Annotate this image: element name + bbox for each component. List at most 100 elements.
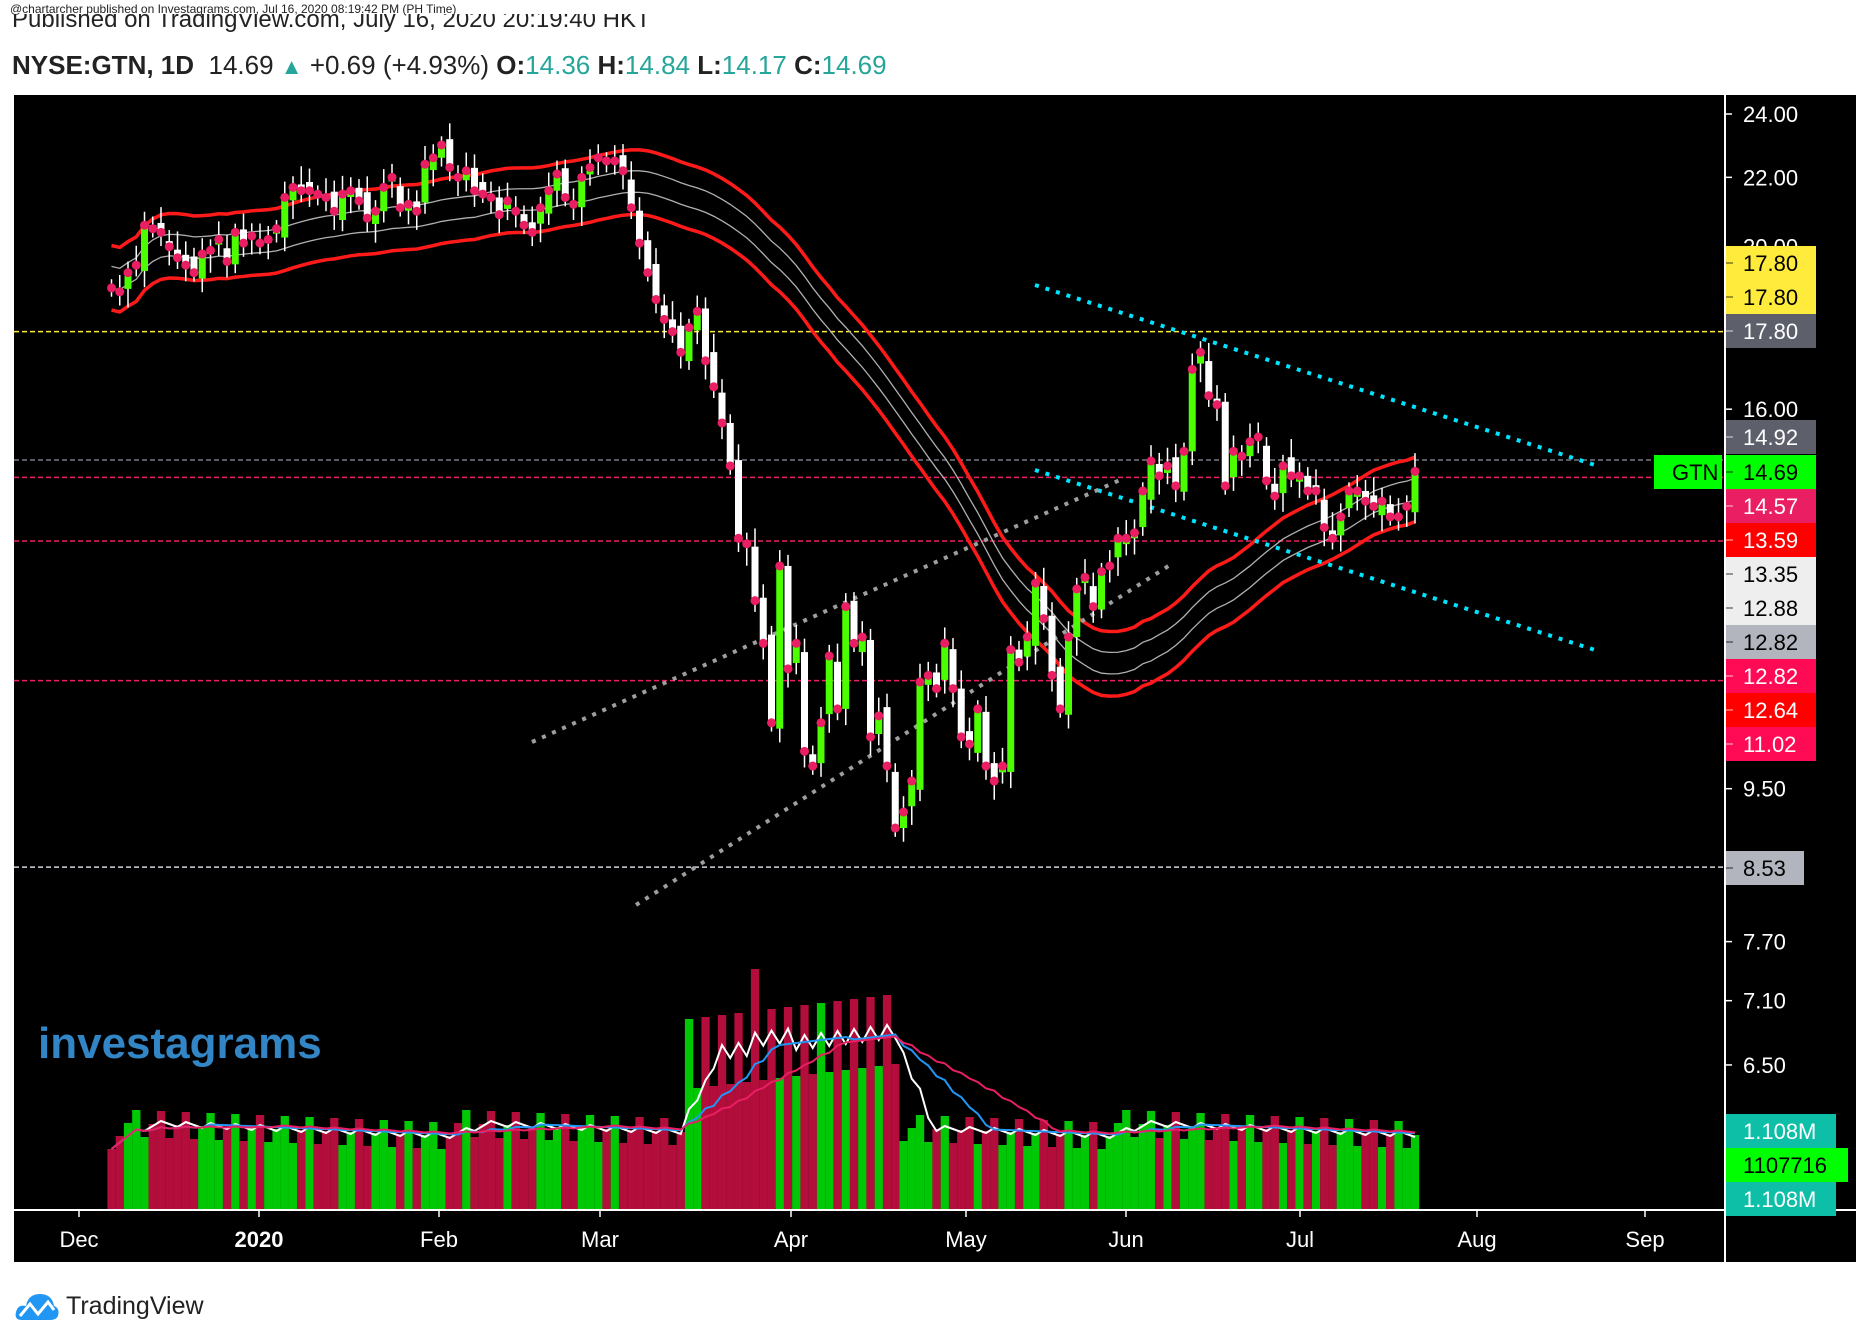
volume-bar[interactable]	[998, 1145, 1007, 1209]
price-axis-label-box[interactable]	[1726, 280, 1816, 314]
volume-bar[interactable]	[1204, 1140, 1213, 1209]
candle-body[interactable]	[281, 197, 289, 238]
volume-axis-label-box[interactable]	[1726, 1114, 1836, 1148]
volume-bar[interactable]	[651, 1131, 661, 1209]
volume-bar[interactable]	[247, 1128, 256, 1209]
candle-body[interactable]	[520, 214, 528, 226]
candle-body[interactable]	[1065, 637, 1072, 715]
volume-bar[interactable]	[808, 1074, 817, 1209]
candle-body[interactable]	[1180, 451, 1188, 492]
volume-bar[interactable]	[1361, 1133, 1370, 1209]
volume-bar[interactable]	[132, 1110, 141, 1209]
volume-bar[interactable]	[825, 1072, 834, 1209]
volume-bar[interactable]	[1270, 1116, 1279, 1209]
candle-body[interactable]	[957, 688, 965, 737]
volume-bar[interactable]	[940, 1116, 949, 1209]
candle-body[interactable]	[776, 565, 784, 729]
volume-bar[interactable]	[239, 1141, 248, 1209]
channel-lower-cyan-line[interactable]	[1034, 468, 1596, 652]
candle-body[interactable]	[1139, 490, 1147, 528]
candle-body[interactable]	[1172, 457, 1180, 486]
candle-body[interactable]	[660, 305, 668, 320]
candle-body[interactable]	[231, 232, 239, 265]
volume-bar[interactable]	[379, 1120, 388, 1209]
volume-bar[interactable]	[1188, 1126, 1197, 1209]
candle-body[interactable]	[702, 308, 709, 361]
volume-bar[interactable]	[610, 1116, 619, 1209]
volume-bar[interactable]	[981, 1131, 991, 1209]
volume-bar[interactable]	[470, 1137, 479, 1209]
candle-body[interactable]	[1370, 495, 1378, 507]
volume-bar[interactable]	[1212, 1127, 1222, 1209]
candle-body[interactable]	[157, 222, 165, 233]
volume-bar[interactable]	[495, 1138, 504, 1209]
volume-bar[interactable]	[1171, 1112, 1180, 1209]
volume-bar[interactable]	[1089, 1122, 1098, 1209]
volume-bar[interactable]	[462, 1110, 471, 1209]
volume-bar[interactable]	[1254, 1142, 1263, 1209]
volume-bar[interactable]	[1369, 1120, 1378, 1209]
candle-body[interactable]	[1320, 499, 1328, 528]
volume-bar[interactable]	[280, 1116, 289, 1209]
volume-bar[interactable]	[330, 1118, 339, 1209]
volume-bar[interactable]	[371, 1133, 380, 1209]
volume-bar[interactable]	[841, 1070, 850, 1209]
candle-body[interactable]	[289, 187, 297, 201]
volume-bar[interactable]	[717, 1015, 727, 1209]
volume-bar[interactable]	[965, 1117, 974, 1209]
volume-bar[interactable]	[1377, 1147, 1387, 1209]
volume-bar[interactable]	[585, 1115, 595, 1209]
candle-body[interactable]	[669, 319, 676, 332]
volume-bar[interactable]	[1138, 1124, 1147, 1209]
volume-bar[interactable]	[222, 1127, 232, 1209]
candle-body[interactable]	[1345, 490, 1353, 509]
candle-body[interactable]	[1378, 501, 1386, 516]
volume-bar[interactable]	[1278, 1143, 1288, 1209]
volume-bar[interactable]	[173, 1125, 182, 1209]
volume-bar[interactable]	[635, 1117, 644, 1209]
volume-bar[interactable]	[511, 1112, 520, 1209]
candle-body[interactable]	[372, 211, 379, 225]
candle-body[interactable]	[1279, 465, 1287, 494]
candle-body[interactable]	[141, 225, 148, 272]
volume-bar[interactable]	[140, 1137, 149, 1209]
volume-bar[interactable]	[577, 1128, 586, 1209]
volume-bar[interactable]	[552, 1127, 562, 1209]
price-axis-label-box[interactable]	[1726, 693, 1816, 727]
volume-bar[interactable]	[338, 1145, 347, 1209]
candle-body[interactable]	[380, 187, 388, 212]
volume-bar[interactable]	[264, 1142, 273, 1209]
channel-upper-cyan-line[interactable]	[1034, 283, 1596, 467]
candle-body[interactable]	[1287, 457, 1295, 476]
price-axis-label-box[interactable]	[1726, 625, 1816, 659]
price-axis-label-box[interactable]	[1726, 557, 1816, 591]
candle-body[interactable]	[1246, 441, 1254, 457]
candle-body[interactable]	[875, 715, 883, 735]
candle-body[interactable]	[817, 722, 825, 764]
channel-upper-gray-line[interactable]	[531, 478, 1121, 744]
candle-body[interactable]	[966, 731, 973, 745]
volume-bar[interactable]	[783, 1007, 793, 1209]
volume-bar[interactable]	[627, 1130, 636, 1209]
candle-body[interactable]	[792, 643, 800, 664]
candle-body[interactable]	[528, 222, 536, 233]
volume-bar[interactable]	[1122, 1110, 1131, 1209]
volume-bar[interactable]	[684, 1019, 694, 1209]
volume-bar[interactable]	[759, 1080, 768, 1209]
candle-body[interactable]	[883, 707, 891, 767]
volume-bar[interactable]	[206, 1113, 215, 1209]
candle-body[interactable]	[1304, 475, 1312, 491]
volume-bar[interactable]	[255, 1115, 265, 1209]
volume-bar[interactable]	[412, 1148, 421, 1209]
candle-body[interactable]	[1230, 451, 1237, 478]
volume-bar[interactable]	[445, 1136, 454, 1209]
candle-body[interactable]	[1073, 588, 1081, 638]
volume-bar[interactable]	[1097, 1149, 1106, 1209]
candle-body[interactable]	[1205, 361, 1213, 396]
volume-bar[interactable]	[668, 1145, 677, 1209]
price-axis-label-box[interactable]	[1726, 246, 1816, 280]
volume-bar[interactable]	[874, 1066, 883, 1209]
candle-body[interactable]	[1221, 401, 1229, 486]
price-axis-label-box[interactable]	[1726, 489, 1816, 523]
volume-bar[interactable]	[420, 1135, 430, 1209]
